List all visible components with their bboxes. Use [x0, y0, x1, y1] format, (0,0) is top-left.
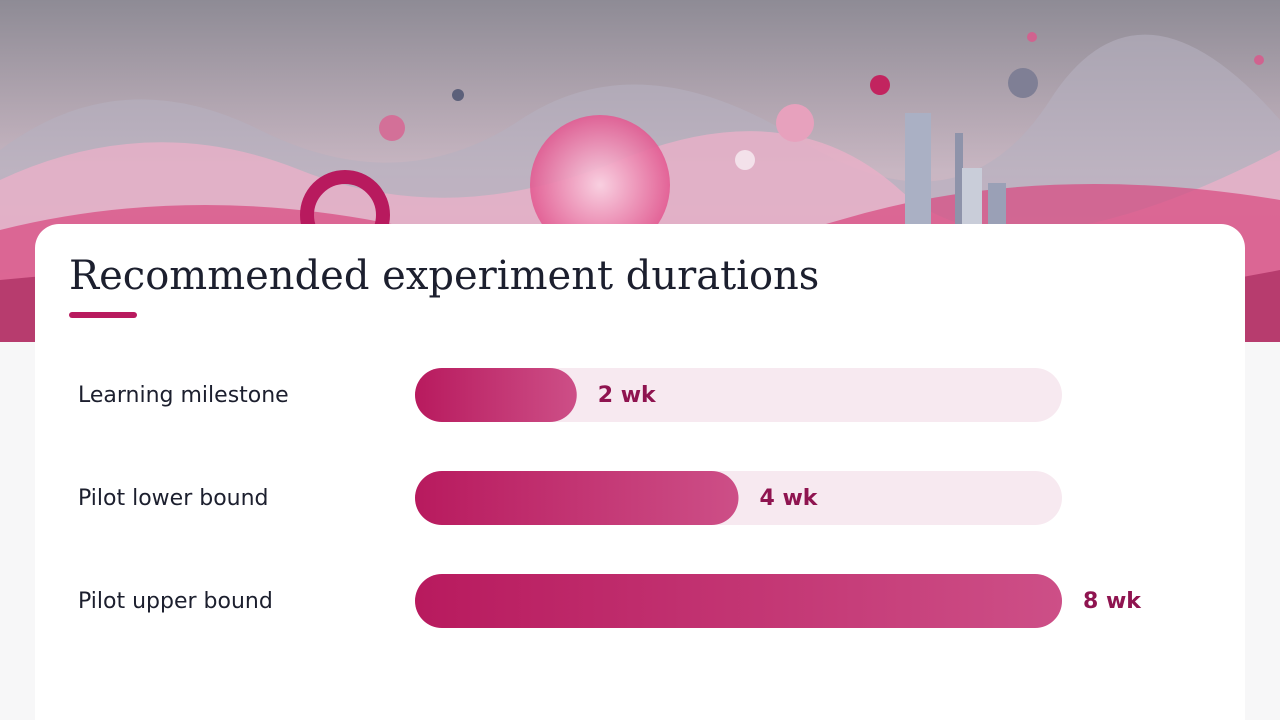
- bar: [415, 368, 577, 422]
- category-label: Pilot lower bound: [78, 486, 269, 511]
- chart-title: Recommended experiment durations: [69, 253, 819, 299]
- value-label: 2 wk: [598, 383, 657, 408]
- value-label: 4 wk: [760, 486, 819, 511]
- category-label: Learning milestone: [78, 383, 289, 408]
- bar: [415, 471, 739, 525]
- value-label: 8 wk: [1083, 589, 1142, 614]
- bar: [415, 574, 1062, 628]
- title-accent: [69, 312, 137, 318]
- category-label: Pilot upper bound: [78, 589, 273, 614]
- bar-track: [415, 368, 1062, 422]
